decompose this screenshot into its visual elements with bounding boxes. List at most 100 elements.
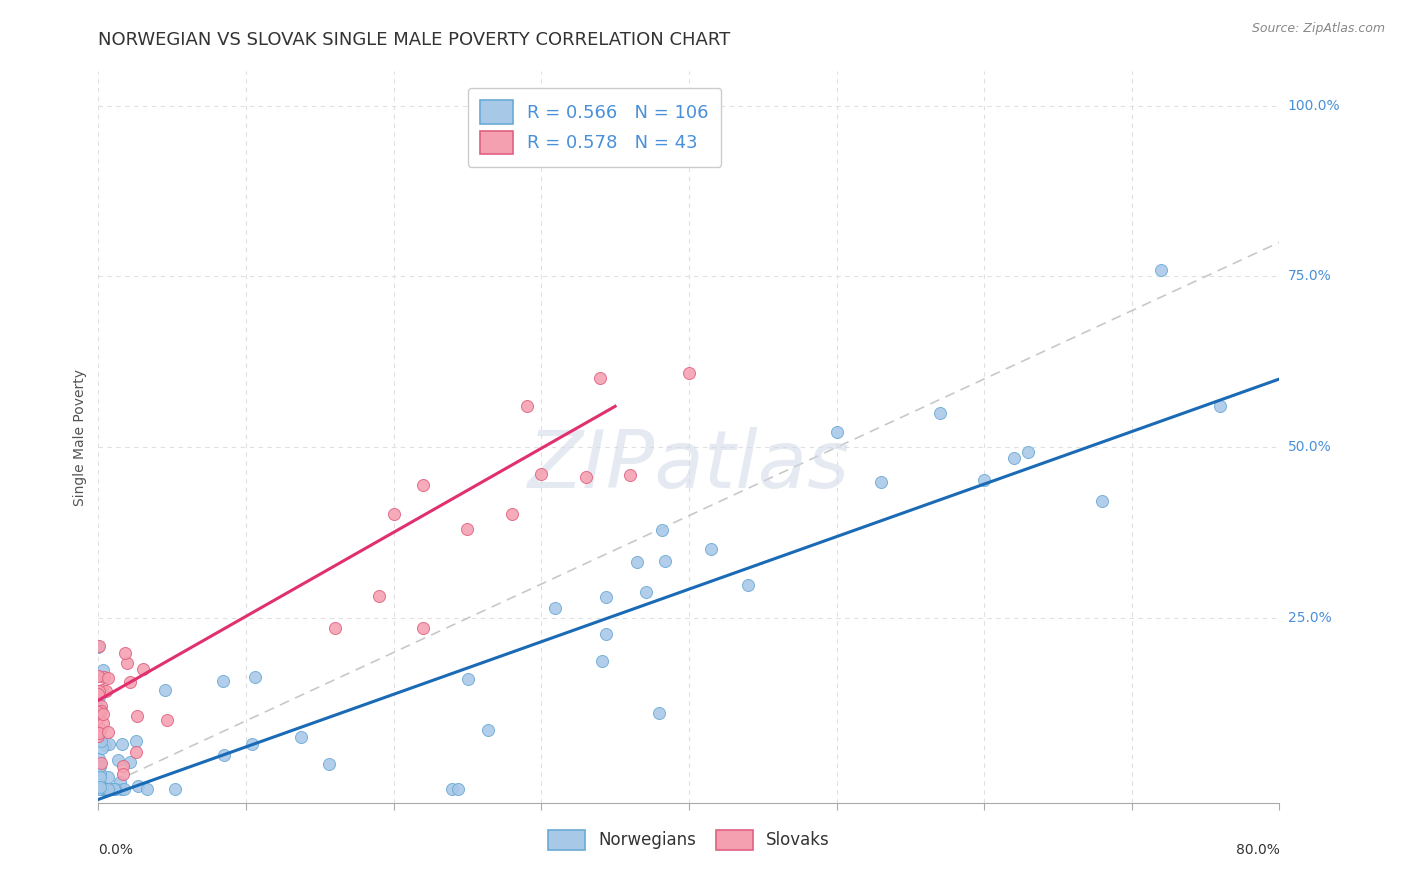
Point xyxy=(1018,445,1040,459)
Point xyxy=(87,782,110,797)
Point xyxy=(87,669,110,683)
Point xyxy=(240,737,263,751)
Point xyxy=(127,779,149,793)
Point xyxy=(323,621,346,635)
Point xyxy=(91,779,114,793)
Point xyxy=(93,782,115,797)
Point xyxy=(90,756,112,770)
Point xyxy=(89,780,111,794)
Point xyxy=(91,706,114,721)
Point xyxy=(91,782,114,797)
Point xyxy=(382,507,405,521)
Point xyxy=(412,621,434,635)
Point xyxy=(318,757,340,772)
Point xyxy=(290,730,312,744)
Point xyxy=(87,684,110,698)
Point xyxy=(110,782,132,797)
Point xyxy=(89,782,111,797)
Point xyxy=(89,765,111,780)
Point xyxy=(90,782,112,797)
Point xyxy=(89,782,111,797)
Point xyxy=(87,782,110,797)
Point xyxy=(412,478,434,492)
Point xyxy=(93,670,115,684)
Point xyxy=(1209,399,1232,413)
Text: 75.0%: 75.0% xyxy=(1288,269,1331,284)
Text: 25.0%: 25.0% xyxy=(1288,611,1331,625)
Point xyxy=(87,639,110,653)
Point xyxy=(89,782,111,797)
Point xyxy=(595,590,617,604)
Point xyxy=(97,671,120,685)
Text: Source: ZipAtlas.com: Source: ZipAtlas.com xyxy=(1251,22,1385,36)
Point xyxy=(90,723,112,737)
Point xyxy=(90,740,112,755)
Text: 50.0%: 50.0% xyxy=(1288,441,1331,454)
Point xyxy=(87,782,110,797)
Point xyxy=(440,782,463,797)
Point xyxy=(89,702,111,716)
Point xyxy=(115,656,138,670)
Point xyxy=(97,782,120,797)
Text: ZIPatlas: ZIPatlas xyxy=(527,427,851,506)
Point xyxy=(87,688,110,702)
Point xyxy=(89,684,111,698)
Text: 100.0%: 100.0% xyxy=(1288,98,1340,112)
Point xyxy=(87,782,110,797)
Point xyxy=(91,716,114,731)
Point xyxy=(111,759,134,773)
Point xyxy=(103,782,125,797)
Point xyxy=(87,782,110,797)
Point xyxy=(91,683,114,698)
Text: 80.0%: 80.0% xyxy=(1236,843,1279,857)
Point xyxy=(111,737,134,751)
Point xyxy=(87,782,110,797)
Point xyxy=(87,687,110,701)
Point xyxy=(111,767,134,781)
Point xyxy=(108,774,131,789)
Point xyxy=(212,748,235,763)
Point xyxy=(96,782,118,797)
Point xyxy=(90,699,112,714)
Text: 0.0%: 0.0% xyxy=(98,843,134,857)
Point xyxy=(929,407,952,421)
Point xyxy=(114,646,136,660)
Point xyxy=(112,782,135,797)
Point xyxy=(89,782,111,797)
Point xyxy=(737,578,759,592)
Point xyxy=(94,684,117,698)
Point xyxy=(648,706,671,720)
Point xyxy=(89,782,111,797)
Point xyxy=(101,782,124,797)
Point xyxy=(87,669,110,683)
Point xyxy=(90,704,112,718)
Point xyxy=(89,704,111,718)
Point xyxy=(89,782,111,797)
Point xyxy=(87,731,110,745)
Point xyxy=(91,782,114,797)
Point xyxy=(97,770,120,784)
Point xyxy=(1091,494,1114,508)
Point xyxy=(89,758,111,772)
Point xyxy=(90,782,112,797)
Point xyxy=(544,600,567,615)
Point xyxy=(89,782,111,797)
Point xyxy=(87,729,110,743)
Point xyxy=(97,724,120,739)
Point xyxy=(87,782,110,797)
Point xyxy=(131,663,153,677)
Point xyxy=(96,782,118,797)
Point xyxy=(447,782,470,797)
Point xyxy=(368,589,391,603)
Point xyxy=(94,738,117,752)
Point xyxy=(103,782,125,797)
Point xyxy=(87,782,110,797)
Point xyxy=(163,782,186,797)
Point xyxy=(125,734,148,748)
Point xyxy=(870,475,893,490)
Point xyxy=(87,782,110,797)
Point xyxy=(87,782,110,797)
Y-axis label: Single Male Poverty: Single Male Poverty xyxy=(73,368,87,506)
Point xyxy=(619,467,641,482)
Point xyxy=(591,654,613,668)
